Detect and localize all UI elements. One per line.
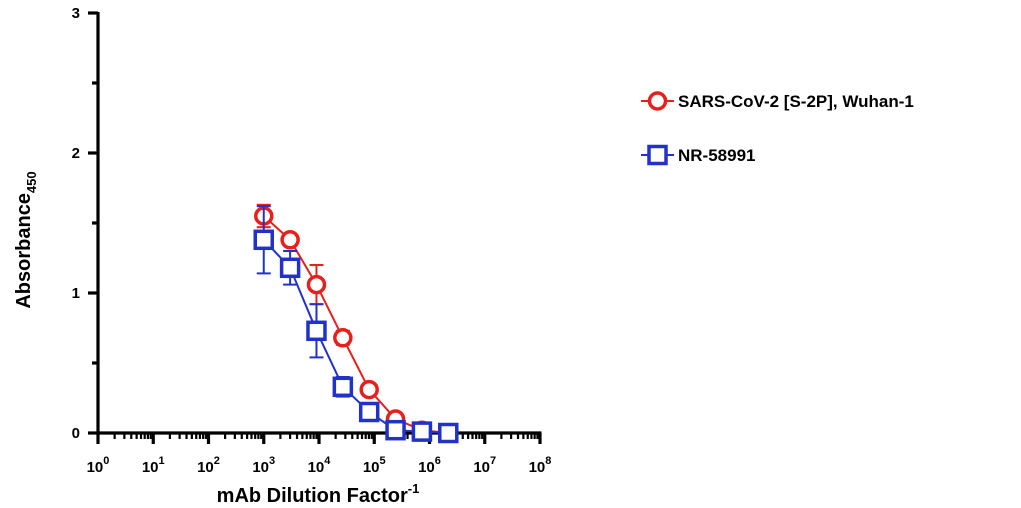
y-tick-label: 1 [72, 285, 80, 302]
data-point [306, 274, 327, 295]
data-point [359, 379, 379, 400]
x-tick-label: 100 [87, 455, 110, 476]
data-point [306, 320, 327, 342]
data-point [411, 421, 433, 442]
series-layer [253, 203, 459, 444]
data-point [280, 230, 300, 250]
y-tick-label: 0 [72, 425, 80, 442]
x-axis-title: mAb Dilution Factor-1 [217, 481, 420, 507]
data-point [385, 419, 406, 441]
x-tick-label: 107 [473, 455, 496, 476]
data-point [253, 229, 274, 251]
legend-marker [647, 144, 668, 166]
x-tick-label: 103 [252, 455, 275, 476]
data-point [358, 401, 380, 423]
x-tick-label: 105 [363, 455, 386, 476]
series-nr-58991 [253, 205, 459, 444]
x-tick-label: 102 [197, 455, 220, 476]
legend-label: NR-58991 [678, 146, 756, 165]
x-tick-label: 101 [142, 455, 165, 476]
y-tick-label: 3 [72, 5, 80, 22]
y-tick-label: 2 [72, 145, 80, 162]
data-point [279, 257, 301, 279]
axes: 0 1 2 3 100 101 102 103 104 105 106 107 108 [72, 5, 552, 476]
legend-marker [647, 91, 668, 111]
legend: SARS-CoV-2 [S-2P], Wuhan-1 NR-58991 [641, 91, 914, 166]
data-point [438, 422, 459, 444]
data-point [333, 328, 353, 348]
y-axis-title: Absorbance450 [13, 171, 39, 308]
x-tick-label: 104 [308, 455, 332, 476]
x-tick-label: 108 [529, 455, 552, 476]
x-tick-label: 106 [418, 455, 441, 476]
legend-item: NR-58991 [641, 144, 756, 166]
data-point [332, 376, 354, 398]
legend-label: SARS-CoV-2 [S-2P], Wuhan-1 [678, 92, 914, 111]
legend-item: SARS-CoV-2 [S-2P], Wuhan-1 [641, 91, 914, 111]
series-wuhan-1 [254, 203, 459, 443]
